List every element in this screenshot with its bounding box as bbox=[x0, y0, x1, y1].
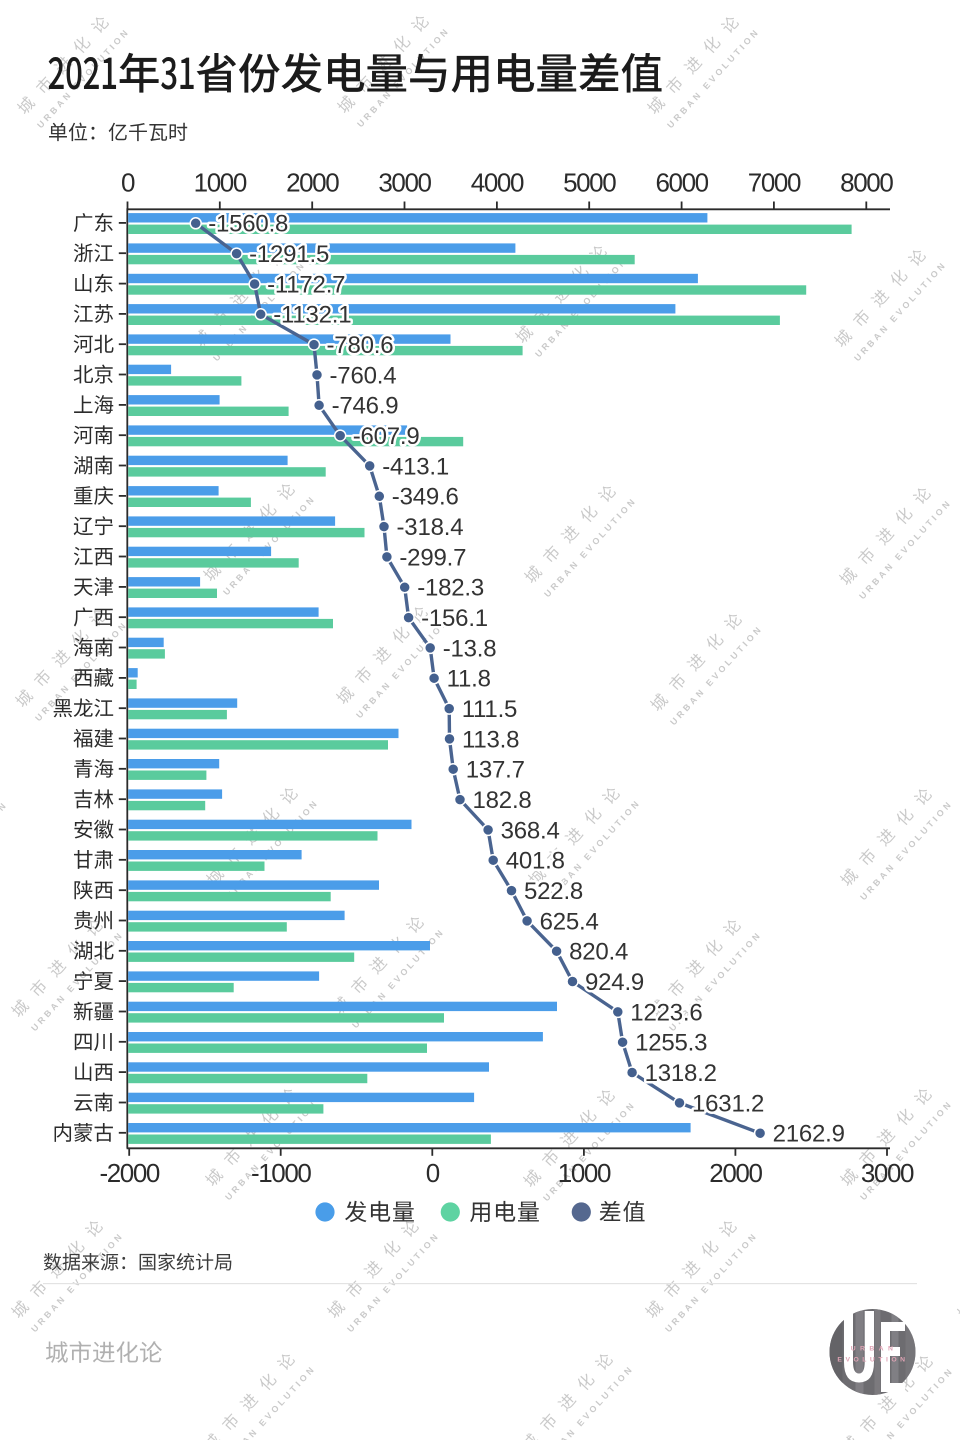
svg-text:2162.9: 2162.9 bbox=[773, 1121, 845, 1148]
svg-text:-413.1: -413.1 bbox=[382, 453, 449, 480]
svg-text:182.8: 182.8 bbox=[473, 787, 532, 814]
svg-text:113.8: 113.8 bbox=[462, 726, 519, 753]
svg-text:-1172.7: -1172.7 bbox=[267, 271, 345, 298]
svg-text:111.5: 111.5 bbox=[462, 696, 518, 723]
svg-text:EVOLUTION: EVOLUTION bbox=[837, 1357, 908, 1364]
svg-text:1000: 1000 bbox=[558, 1158, 611, 1188]
svg-text:7000: 7000 bbox=[748, 168, 801, 198]
svg-text:URBAN: URBAN bbox=[851, 1346, 898, 1353]
svg-text:522.8: 522.8 bbox=[524, 878, 583, 905]
svg-text:1000: 1000 bbox=[194, 168, 247, 198]
svg-text:1318.2: 1318.2 bbox=[645, 1060, 717, 1087]
svg-text:-299.7: -299.7 bbox=[399, 544, 466, 571]
svg-text:-760.4: -760.4 bbox=[330, 362, 397, 389]
svg-text:-746.9: -746.9 bbox=[332, 393, 399, 420]
svg-text:-349.6: -349.6 bbox=[392, 484, 459, 511]
svg-text:2000: 2000 bbox=[286, 168, 339, 198]
svg-text:6000: 6000 bbox=[655, 168, 708, 198]
svg-text:5000: 5000 bbox=[563, 168, 616, 198]
svg-text:3000: 3000 bbox=[861, 1158, 914, 1188]
svg-text:2000: 2000 bbox=[709, 1158, 762, 1188]
svg-text:625.4: 625.4 bbox=[540, 908, 599, 935]
svg-text:-2000: -2000 bbox=[99, 1158, 159, 1188]
svg-text:4000: 4000 bbox=[471, 168, 524, 198]
svg-text:0: 0 bbox=[426, 1158, 440, 1188]
svg-text:-607.9: -607.9 bbox=[353, 423, 420, 450]
svg-text:3000: 3000 bbox=[378, 168, 431, 198]
svg-text:-318.4: -318.4 bbox=[397, 514, 464, 541]
svg-text:820.4: 820.4 bbox=[569, 939, 628, 966]
svg-text:-13.8: -13.8 bbox=[443, 635, 497, 662]
svg-text:-1560.8: -1560.8 bbox=[208, 211, 288, 238]
svg-text:1223.6: 1223.6 bbox=[630, 999, 702, 1026]
svg-text:401.8: 401.8 bbox=[506, 848, 565, 875]
svg-text:-156.1: -156.1 bbox=[421, 605, 488, 632]
svg-text:0: 0 bbox=[121, 168, 135, 198]
svg-text:1631.2: 1631.2 bbox=[692, 1090, 764, 1117]
svg-text:368.4: 368.4 bbox=[501, 817, 560, 844]
svg-text:-1291.5: -1291.5 bbox=[249, 241, 329, 268]
svg-text:924.9: 924.9 bbox=[585, 969, 644, 996]
svg-text:8000: 8000 bbox=[840, 168, 893, 198]
svg-text:-182.3: -182.3 bbox=[417, 575, 484, 602]
svg-text:-1132.1: -1132.1 bbox=[273, 302, 351, 329]
svg-text:-1000: -1000 bbox=[251, 1158, 311, 1188]
svg-text:-780.6: -780.6 bbox=[327, 332, 394, 359]
svg-text:11.8: 11.8 bbox=[447, 666, 491, 693]
svg-text:137.7: 137.7 bbox=[466, 757, 525, 784]
svg-text:1255.3: 1255.3 bbox=[635, 1030, 707, 1057]
